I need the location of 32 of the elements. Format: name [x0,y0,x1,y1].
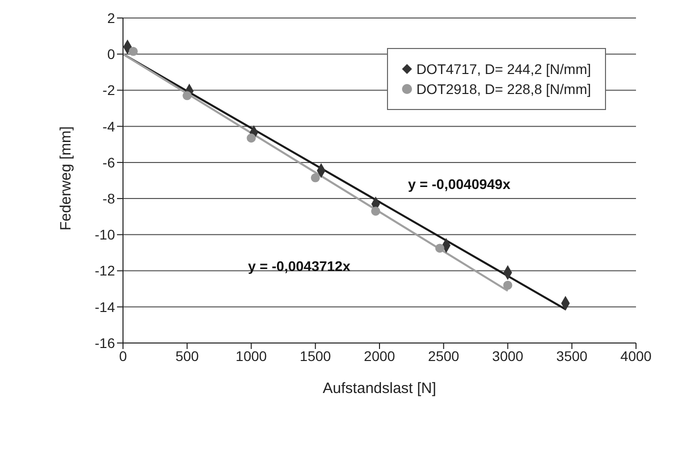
x-tick-label: 0 [119,348,128,364]
y-tick-label: 0 [107,46,116,62]
y-tick-label: -16 [94,334,116,351]
annotation: y = -0,0040949x [408,176,510,192]
point [435,244,444,253]
y-tick-label: -4 [102,118,116,134]
x-tick-label: 2500 [428,348,460,364]
y-tick-label: -12 [94,262,116,279]
x-tick-label: 1000 [236,348,268,364]
y-tick-label: -8 [102,190,116,207]
point [182,91,192,100]
x-axis-title: Aufstandslast [N] [322,380,436,397]
legend-label: DOT4717, D= 244,2 [N/mm] [416,61,591,77]
point [246,134,256,143]
y-tick-label: -6 [102,154,116,170]
y-tick-label: -14 [94,298,116,315]
x-tick-label: 3500 [556,348,588,364]
x-tick-label: 2000 [364,348,396,364]
point [128,46,138,56]
point [371,206,380,216]
x-tick-label: 1500 [300,348,332,364]
point [310,173,320,182]
point [503,280,512,290]
y-tick-label: -2 [102,82,116,98]
x-tick-label: 500 [175,348,200,364]
x-tick-label: 4000 [620,348,652,364]
y-tick-label: -10 [94,226,116,243]
legend-label: DOT2918, D= 228,8 [N/mm] [416,81,591,97]
x-tick-label: 3000 [492,348,524,364]
y-tick-label: 2 [107,10,116,26]
annotation: y = -0,0043712x [248,258,350,274]
y-axis-title: Federweg [mm] [57,126,74,230]
